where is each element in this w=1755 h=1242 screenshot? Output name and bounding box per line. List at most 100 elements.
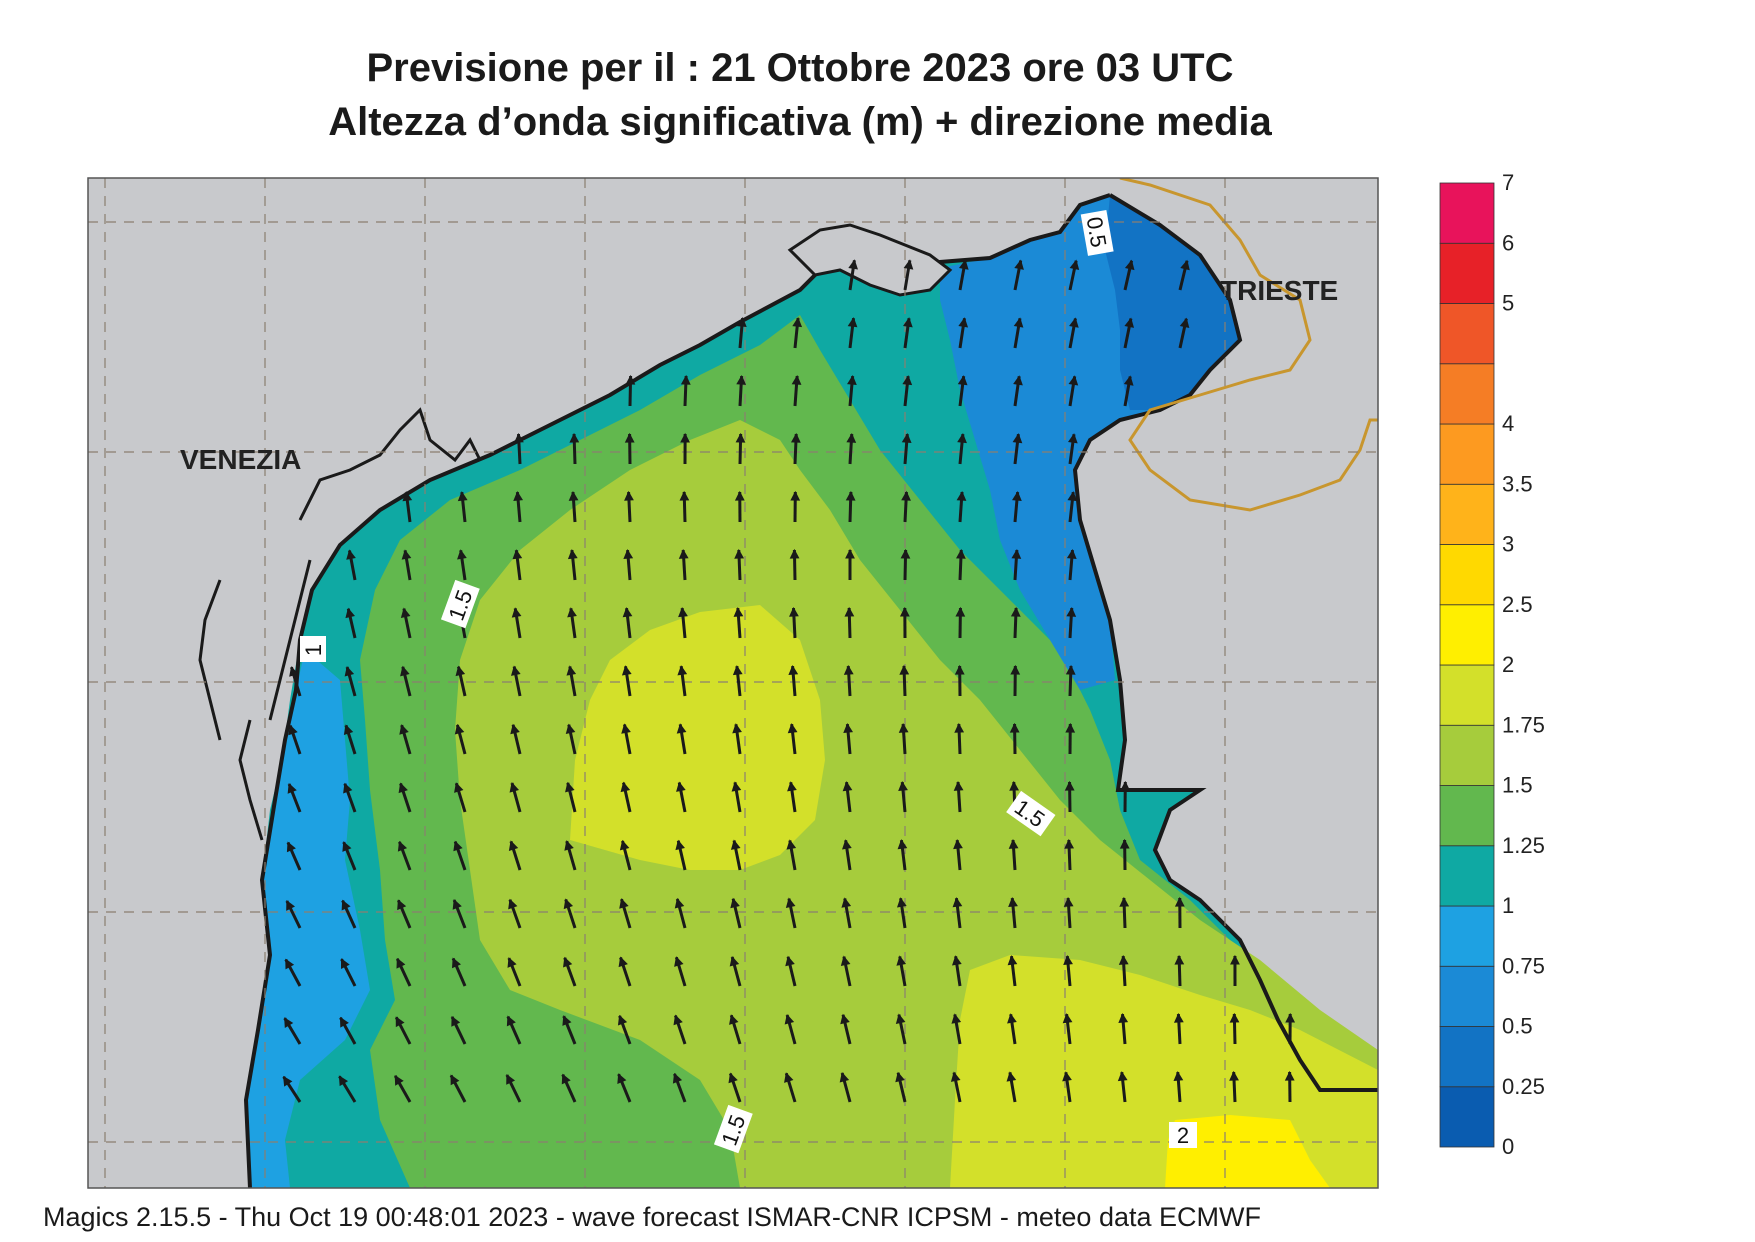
direction-arrowhead xyxy=(1063,896,1074,907)
direction-arrowhead xyxy=(400,665,410,677)
direction-arrowhead xyxy=(1119,896,1130,907)
colorbar-label: 0.75 xyxy=(1502,953,1545,978)
direction-arrowhead xyxy=(790,490,801,501)
direction-arrowhead xyxy=(896,897,907,908)
direction-arrowhead xyxy=(956,490,967,501)
direction-arrowhead xyxy=(1012,491,1022,502)
venice-islands xyxy=(198,407,482,841)
direction-arrowhead xyxy=(843,723,854,734)
contour-label-a: 0.5 xyxy=(1080,210,1114,256)
direction-arrowhead xyxy=(506,1015,516,1027)
direction-arrowhead xyxy=(728,1072,738,1084)
direction-arrowhead xyxy=(508,840,519,851)
direction-arrowhead xyxy=(895,1071,905,1083)
direction-arrowhead xyxy=(1068,375,1079,386)
direction-arrowhead xyxy=(338,1075,349,1087)
direction-arrowhead xyxy=(680,432,691,443)
colorbar-swatch xyxy=(1439,1026,1495,1088)
direction-arrowhead xyxy=(953,839,963,850)
direction-arrowhead xyxy=(734,490,745,501)
direction-arrowhead xyxy=(680,374,691,385)
chart-title: Previsione per il : 21 Ottobre 2023 ore … xyxy=(366,46,1234,90)
direction-arrowhead xyxy=(457,549,467,560)
direction-arrowhead xyxy=(1123,375,1134,386)
direction-arrowhead xyxy=(903,317,913,328)
direction-arrowhead xyxy=(1118,954,1129,965)
direction-arrowhead xyxy=(898,722,909,733)
direction-arrowhead xyxy=(954,664,965,675)
direction-arrowhead xyxy=(789,606,799,617)
direction-arrowhead xyxy=(787,781,797,792)
colorbar-label: 1.5 xyxy=(1502,773,1533,798)
direction-arrowhead xyxy=(509,782,520,793)
direction-arrowhead xyxy=(507,957,517,968)
direction-arrowhead xyxy=(1284,1070,1295,1081)
direction-arrowhead xyxy=(790,432,801,443)
direction-arrowhead xyxy=(957,375,968,386)
direction-arrowhead xyxy=(395,1016,405,1028)
direction-arrowhead xyxy=(1007,955,1018,966)
direction-arrowhead xyxy=(1118,1013,1129,1024)
direction-arrowhead xyxy=(1229,1012,1240,1023)
direction-arrowhead xyxy=(840,1013,850,1025)
direction-arrowhead xyxy=(563,898,574,910)
direction-arrowhead xyxy=(787,723,798,734)
direction-arrowhead xyxy=(847,317,858,328)
direction-arrowhead xyxy=(957,433,967,444)
colorbar-label: 0.25 xyxy=(1502,1074,1545,1099)
direction-arrowhead xyxy=(1173,1012,1184,1023)
direction-arrowhead xyxy=(617,1014,628,1026)
direction-arrowhead xyxy=(451,1015,461,1027)
direction-arrowhead xyxy=(401,549,412,560)
direction-arrowhead xyxy=(624,432,635,443)
direction-arrowhead xyxy=(1067,491,1078,502)
svg-text:1: 1 xyxy=(301,644,326,656)
direction-arrowhead xyxy=(676,723,687,734)
direction-arrowhead xyxy=(955,606,966,617)
colorbar-swatch xyxy=(1439,483,1495,545)
direction-arrowhead xyxy=(506,1074,516,1085)
direction-arrowhead xyxy=(1012,433,1023,444)
colorbar-swatch xyxy=(1439,785,1495,847)
direction-arrowhead xyxy=(511,607,522,618)
direction-arrowhead xyxy=(1173,1070,1184,1081)
direction-arrowhead xyxy=(958,259,969,270)
direction-arrowhead xyxy=(624,490,634,501)
colorbar-label: 6 xyxy=(1502,230,1514,255)
colorbar-swatch xyxy=(1439,604,1495,666)
direction-arrowhead xyxy=(287,783,297,794)
direction-arrowhead xyxy=(619,839,630,851)
direction-arrowhead xyxy=(397,899,407,911)
direction-arrowhead xyxy=(839,1071,850,1083)
direction-arrowhead xyxy=(789,548,800,559)
direction-arrowhead xyxy=(455,665,466,677)
direction-arrowhead xyxy=(958,317,969,328)
wave-direction-arrows xyxy=(282,259,1296,1103)
direction-arrowhead xyxy=(1066,606,1077,617)
direction-arrowhead xyxy=(1063,955,1073,966)
direction-arrowhead xyxy=(902,375,913,386)
direction-arrowhead xyxy=(457,491,468,502)
direction-arrowhead xyxy=(621,665,632,676)
direction-arrowhead xyxy=(896,955,907,966)
coastline-east xyxy=(1072,193,1378,1092)
direction-arrowhead xyxy=(1180,259,1190,271)
chart-subtitle: Altezza d’onda significativa (m) + direz… xyxy=(328,100,1272,144)
colorbar-swatch xyxy=(1439,242,1495,304)
direction-arrowhead xyxy=(675,839,685,851)
direction-arrowhead xyxy=(1062,1071,1072,1082)
direction-arrowhead xyxy=(566,665,577,676)
direction-arrowhead xyxy=(402,491,413,502)
direction-arrowhead xyxy=(729,955,740,967)
direction-arrowhead xyxy=(565,781,575,793)
direction-arrowhead xyxy=(788,665,799,675)
direction-arrowhead xyxy=(623,549,634,559)
colorbar-label: 0 xyxy=(1502,1134,1514,1159)
direction-arrowhead xyxy=(1008,838,1019,849)
direction-arrowhead xyxy=(344,665,355,677)
direction-arrowhead xyxy=(734,548,745,559)
direction-arrowhead xyxy=(1117,1071,1128,1082)
direction-arrowhead xyxy=(733,606,744,617)
direction-arrowhead xyxy=(845,548,855,559)
